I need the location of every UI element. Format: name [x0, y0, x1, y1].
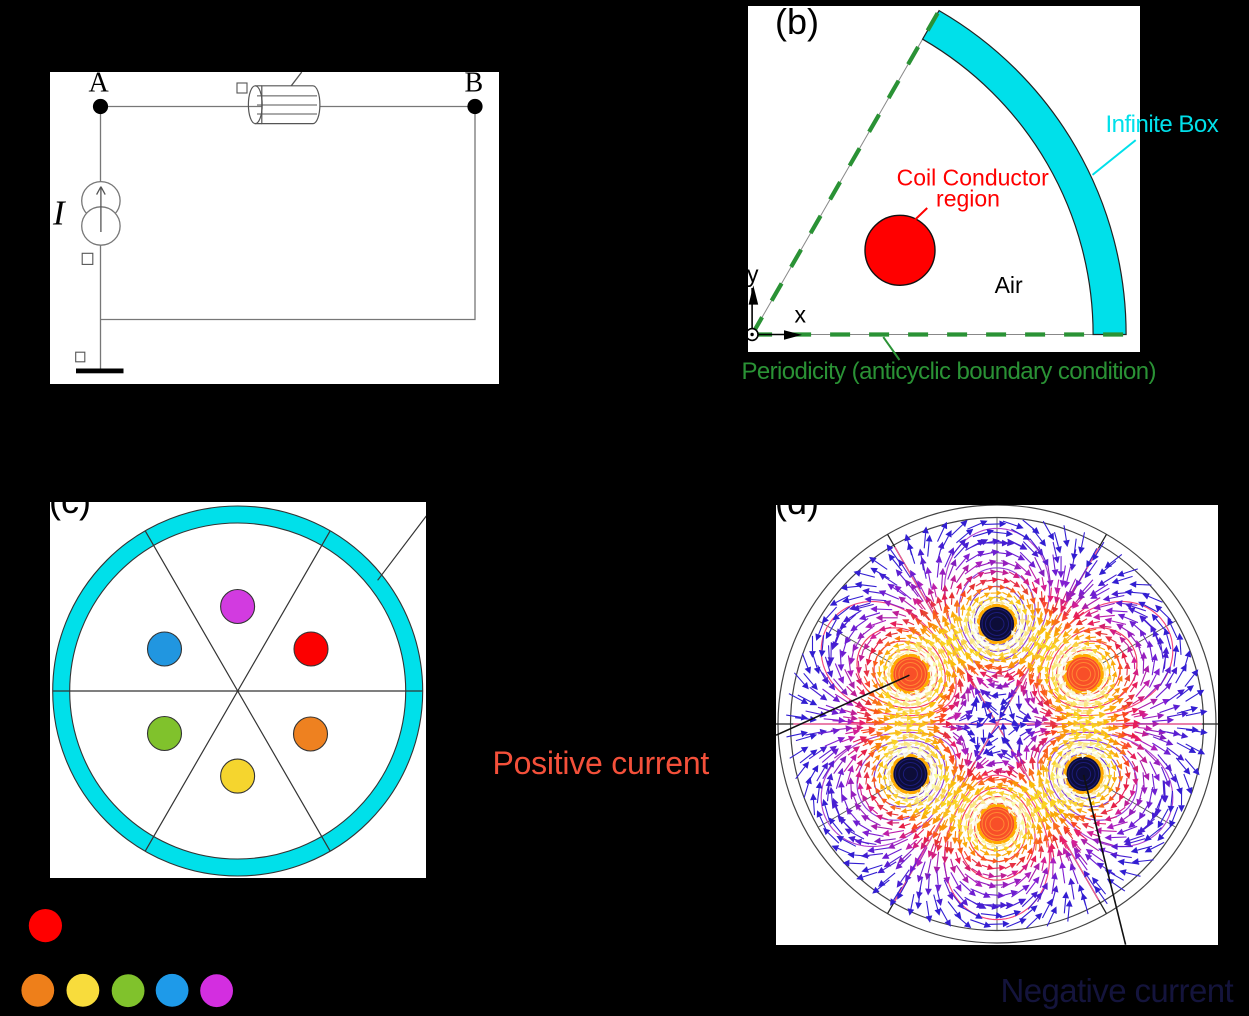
- svg-text:Coil Conductor: Coil Conductor: [897, 165, 1049, 191]
- svg-text:A: A: [89, 72, 110, 99]
- svg-text:B: B: [465, 72, 484, 98]
- svg-text:y: y: [748, 261, 759, 287]
- svg-text:x: x: [795, 302, 807, 328]
- svg-text:I: I: [52, 194, 67, 233]
- svg-text:Air: Air: [995, 272, 1023, 298]
- svg-text:region: region: [936, 185, 1000, 211]
